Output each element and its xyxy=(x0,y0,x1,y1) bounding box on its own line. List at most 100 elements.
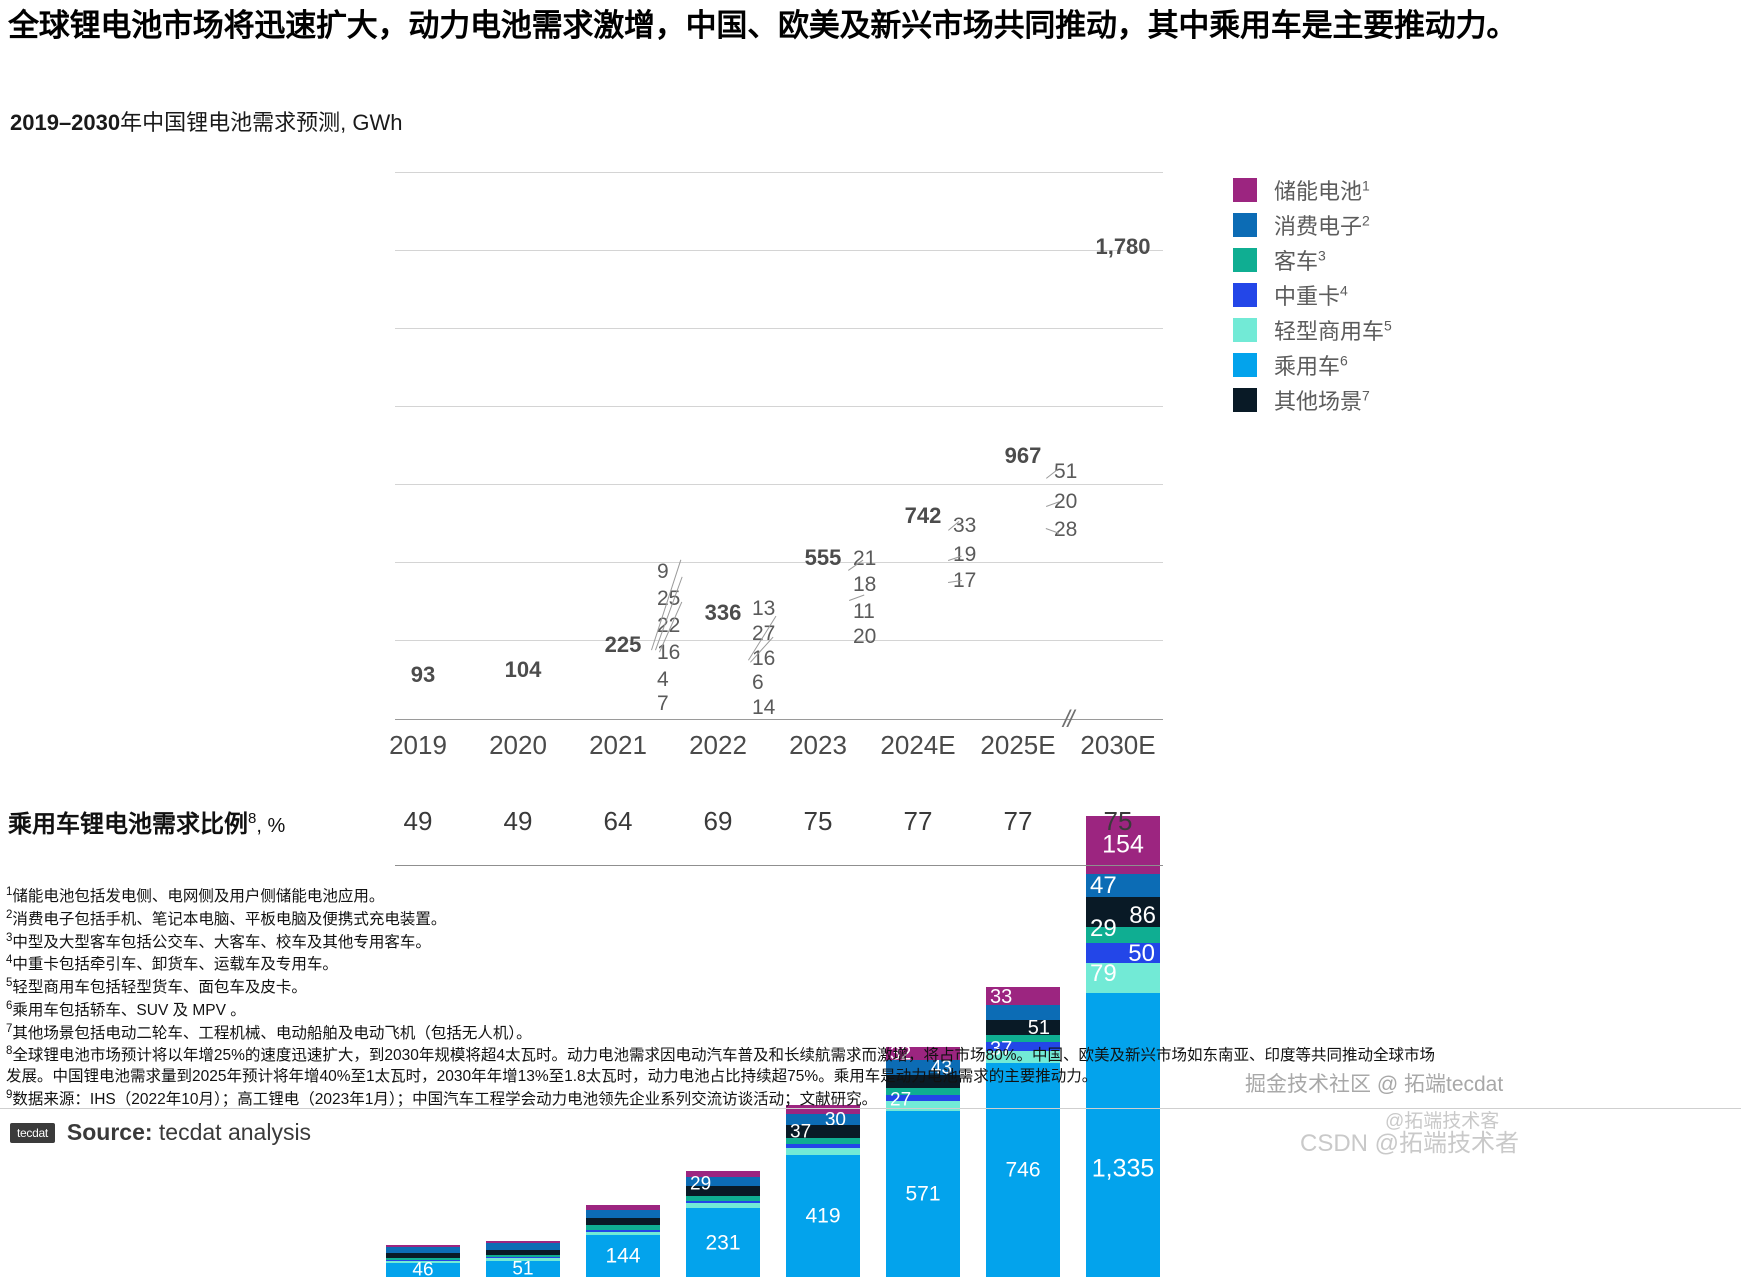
segment-truck-2020 xyxy=(486,1257,560,1258)
footnote-3: 3中型及大型客车包括公交车、大客车、校车及其他专用客车。 xyxy=(6,931,431,951)
legend-item-consumer-electronics[interactable]: 消费电子2 xyxy=(1233,207,1392,242)
segment-bus-2022 xyxy=(686,1196,760,1201)
x-axis-line xyxy=(395,719,1163,720)
gridline xyxy=(395,250,1163,251)
page-headline: 全球锂电池市场将迅速扩大，动力电池需求激增，中国、欧美及新兴市场共同推动，其中乘… xyxy=(8,8,1518,43)
bar-total-2021: 225 xyxy=(604,632,642,657)
callout-storage-2023: 21 xyxy=(853,547,877,570)
legend-swatch-icon-energy-storage xyxy=(1233,177,1257,202)
segment-storage-2019 xyxy=(386,1245,460,1247)
bar-total-2020: 104 xyxy=(504,657,542,682)
ratio-row-divider xyxy=(395,865,1163,866)
callout-bus-2023: 18 xyxy=(853,573,877,596)
value-bus-2030: 29 xyxy=(1090,915,1117,942)
bar-2024[interactable]: 32 43 27 571 xyxy=(886,1043,960,1277)
callout-lcv-2021: 7 xyxy=(657,692,669,715)
gridline xyxy=(395,562,1163,563)
ratio-row-label: 乘用车锂电池需求比例8, % xyxy=(8,804,285,839)
segment-other-2023: 37 xyxy=(786,1121,860,1142)
value-storage-2025: 33 xyxy=(990,986,1013,1008)
legend-item-light-commercial[interactable]: 轻型商用车5 xyxy=(1233,312,1392,347)
segment-truck-2022 xyxy=(686,1201,760,1203)
segment-passenger-2030: 1,335 xyxy=(1086,993,1160,1277)
bar-2025[interactable]: 33 51 37 746 xyxy=(986,987,1060,1277)
legend-label-bus: 客车3 xyxy=(1274,247,1326,274)
source-row: tecdat Source: tecdat analysis xyxy=(10,1119,311,1146)
segment-passenger-2019: 46 xyxy=(386,1259,460,1281)
ratio-value-2019: 49 xyxy=(403,806,433,836)
segment-bus-2024 xyxy=(886,1088,960,1095)
footnote-8: 8全球锂电池市场预计将以年增25%的速度迅速扩大，到2030年规模将超4太瓦时。… xyxy=(6,1045,1436,1086)
legend-item-passenger-vehicle[interactable]: 乘用车6 xyxy=(1233,347,1392,382)
bar-total-2024: 742 xyxy=(904,503,942,528)
segment-storage-2022 xyxy=(686,1171,760,1177)
bar-total-2025: 967 xyxy=(1004,443,1042,468)
x-label-2021: 2021 xyxy=(589,730,647,760)
bar-2020[interactable]: 51 xyxy=(486,1241,560,1279)
value-other-2023: 37 xyxy=(790,1121,812,1142)
value-passenger-2024: 571 xyxy=(905,1182,941,1206)
source-divider xyxy=(0,1108,1741,1109)
legend-label-light-commercial: 轻型商用车5 xyxy=(1274,317,1392,344)
value-lcv-2025: 37 xyxy=(990,1038,1013,1060)
footnote-1: 1储能电池包括发电侧、电网侧及用户侧储能电池应用。 xyxy=(6,886,385,906)
callout-lcv-2022: 14 xyxy=(752,696,776,719)
value-passenger-2019: 46 xyxy=(412,1259,434,1281)
legend-swatch-icon-other-scenarios xyxy=(1233,387,1257,412)
bar-2030[interactable]: 154 47 86 29 50 79 1,335 xyxy=(1086,816,1160,1277)
callout-bus-2021: 16 xyxy=(657,641,681,664)
value-storage-2030: 154 xyxy=(1102,830,1144,859)
bar-2021[interactable]: 144 xyxy=(586,1205,660,1277)
ratio-value-2023: 75 xyxy=(803,806,833,836)
legend-item-energy-storage[interactable]: 储能电池1 xyxy=(1233,172,1392,207)
chart-subtitle: 2019–2030年中国锂电池需求预测, GWh xyxy=(10,105,402,137)
bar-2019[interactable]: 46 xyxy=(386,1245,460,1281)
segment-storage-2021 xyxy=(586,1205,660,1210)
value-lcv-2024: 27 xyxy=(890,1089,912,1111)
segment-lcv-2023 xyxy=(786,1148,860,1155)
callout-bus-2024: 19 xyxy=(953,543,977,566)
x-label-2024: 2024E xyxy=(880,730,956,760)
segment-consumer-2019 xyxy=(386,1247,460,1253)
segment-lcv-2020 xyxy=(486,1258,560,1261)
bar-total-2030: 1,780 xyxy=(1095,234,1151,259)
segment-truck-2023 xyxy=(786,1144,860,1148)
legend-item-other-scenarios[interactable]: 其他场景7 xyxy=(1233,382,1392,417)
segment-truck-2024 xyxy=(886,1095,960,1101)
legend-label-other-scenarios: 其他场景7 xyxy=(1274,387,1370,414)
x-label-2025: 2025E xyxy=(980,730,1056,760)
source-text: Source: tecdat analysis xyxy=(66,1119,312,1145)
segment-other-2024 xyxy=(886,1075,960,1088)
x-label-2030: 2030E xyxy=(1080,730,1156,760)
legend-swatch-icon-consumer-electronics xyxy=(1233,212,1257,237)
legend-item-heavy-truck[interactable]: 中重卡4 xyxy=(1233,277,1392,312)
segment-other-2025: 51 xyxy=(986,1016,1060,1039)
segment-passenger-2024: 571 xyxy=(886,1111,960,1277)
segment-bus-2023 xyxy=(786,1138,860,1144)
segment-other-2019 xyxy=(386,1253,460,1258)
legend-item-bus[interactable]: 客车3 xyxy=(1233,242,1392,277)
value-passenger-2023: 419 xyxy=(805,1204,841,1228)
bar-2023[interactable]: 30 37 419 xyxy=(786,1105,860,1277)
value-consumer-2023: 30 xyxy=(824,1109,846,1130)
legend-swatch-icon-heavy-truck xyxy=(1233,282,1257,307)
bar-2022[interactable]: 29 231 xyxy=(686,1171,760,1277)
value-other-2025: 51 xyxy=(1027,1016,1050,1039)
axis-break-mark: // xyxy=(1063,706,1074,733)
tecdat-logo-icon: tecdat xyxy=(10,1122,55,1143)
bar-total-2023: 555 xyxy=(804,545,842,570)
legend-label-consumer-electronics: 消费电子2 xyxy=(1274,212,1370,239)
segment-passenger-2020: 51 xyxy=(486,1260,560,1279)
segment-other-2020 xyxy=(486,1250,560,1255)
x-label-2020: 2020 xyxy=(489,730,547,760)
segment-bus-2030: 29 xyxy=(1086,917,1160,943)
value-storage-2024: 32 xyxy=(890,1043,912,1064)
callout-bus-2025: 20 xyxy=(1054,490,1078,513)
segment-bus-2021 xyxy=(586,1225,660,1230)
legend-swatch-icon-light-commercial xyxy=(1233,317,1257,342)
callout-storage-2022: 13 xyxy=(752,597,776,620)
callout-truck-2021: 4 xyxy=(657,668,669,691)
segment-storage-2020 xyxy=(486,1241,560,1243)
segment-consumer-2030: 47 xyxy=(1086,873,1160,897)
callout-truck-2024: 17 xyxy=(953,569,977,592)
